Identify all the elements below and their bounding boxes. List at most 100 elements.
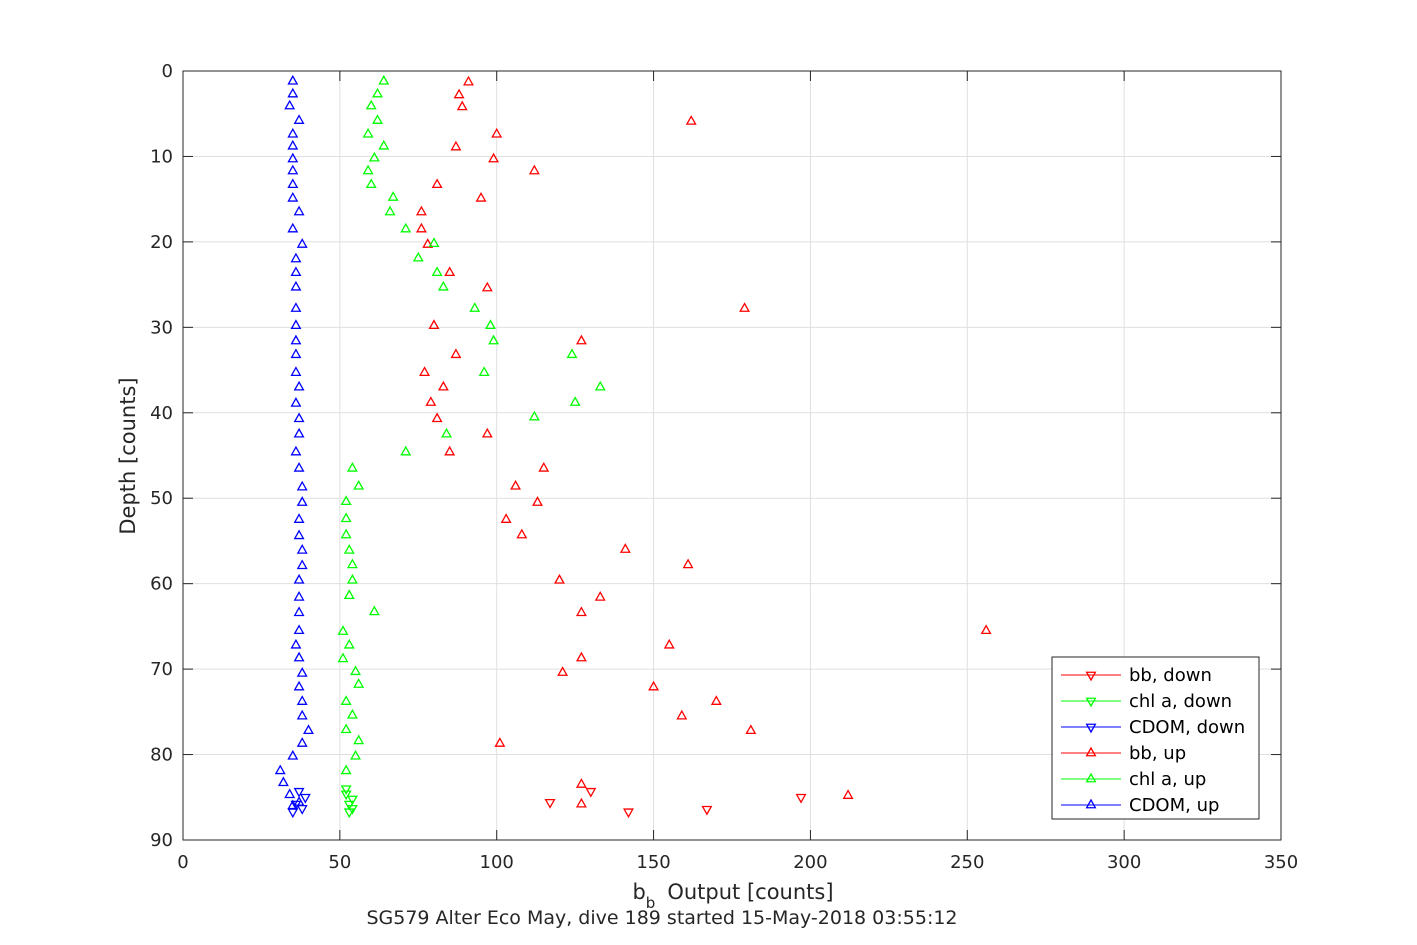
data-point bbox=[685, 115, 697, 125]
data-point bbox=[290, 638, 302, 649]
data-point bbox=[494, 737, 506, 747]
y-tick-label: 20 bbox=[150, 232, 173, 253]
data-point bbox=[362, 127, 374, 138]
legend-box bbox=[1051, 656, 1260, 820]
data-point bbox=[346, 795, 358, 806]
data-point bbox=[296, 709, 308, 720]
data-point bbox=[663, 638, 675, 649]
x-tick-label: 300 bbox=[1107, 852, 1141, 873]
data-point bbox=[287, 74, 299, 85]
data-point bbox=[365, 99, 377, 110]
data-point bbox=[340, 764, 352, 775]
legend-label: CDOM, down bbox=[1129, 717, 1245, 738]
y-tick-label: 70 bbox=[150, 659, 173, 680]
data-point bbox=[293, 591, 305, 601]
data-point bbox=[378, 139, 390, 150]
data-point bbox=[425, 396, 437, 406]
x-axis-label-subscript: b bbox=[646, 894, 656, 912]
data-point bbox=[437, 380, 449, 391]
data-point bbox=[290, 348, 302, 359]
data-point bbox=[532, 496, 543, 506]
series-3 bbox=[415, 75, 992, 808]
data-point bbox=[575, 334, 587, 345]
y-tick-label: 50 bbox=[150, 488, 173, 509]
data-point bbox=[293, 461, 305, 472]
data-point bbox=[343, 589, 355, 600]
data-point bbox=[293, 412, 305, 423]
data-point bbox=[293, 205, 305, 216]
data-point bbox=[441, 427, 452, 438]
data-point bbox=[500, 513, 512, 523]
data-point bbox=[293, 573, 305, 584]
x-tick-label: 50 bbox=[328, 852, 351, 873]
data-point bbox=[484, 319, 496, 330]
data-point bbox=[343, 544, 355, 554]
series-1 bbox=[340, 785, 358, 819]
data-point bbox=[400, 445, 412, 456]
data-point bbox=[340, 528, 352, 539]
data-point bbox=[353, 479, 365, 490]
legend-marker bbox=[1085, 723, 1097, 734]
data-point bbox=[296, 496, 308, 506]
data-point bbox=[575, 606, 587, 617]
x-axis-label-text: Output [counts] bbox=[667, 880, 833, 904]
data-point bbox=[575, 651, 587, 662]
data-point bbox=[346, 461, 358, 472]
data-point bbox=[456, 100, 468, 111]
y-tick-label: 40 bbox=[150, 403, 173, 424]
data-point bbox=[343, 638, 355, 649]
data-point bbox=[444, 445, 456, 456]
data-point bbox=[293, 513, 305, 523]
data-point bbox=[450, 140, 462, 151]
data-point bbox=[296, 695, 308, 705]
y-tick-label: 0 bbox=[162, 61, 173, 82]
data-point bbox=[842, 789, 854, 799]
x-tick-label: 100 bbox=[480, 852, 514, 873]
data-point bbox=[287, 127, 299, 138]
data-point bbox=[293, 529, 305, 540]
data-point bbox=[296, 480, 308, 491]
legend-label: chl a, down bbox=[1129, 691, 1232, 712]
data-point bbox=[528, 410, 540, 421]
data-point bbox=[350, 749, 362, 760]
y-tick-label: 30 bbox=[150, 317, 173, 338]
data-point bbox=[290, 397, 302, 407]
data-point bbox=[623, 808, 634, 819]
data-point bbox=[296, 238, 308, 248]
data-point bbox=[287, 222, 299, 233]
data-point bbox=[362, 164, 374, 175]
legend-marker bbox=[1085, 697, 1097, 708]
data-point bbox=[293, 796, 305, 806]
legend-label: bb, down bbox=[1129, 665, 1212, 686]
data-point bbox=[419, 366, 431, 377]
data-point bbox=[274, 764, 286, 775]
data-point bbox=[287, 178, 299, 189]
legend-marker bbox=[1085, 671, 1097, 682]
data-point bbox=[290, 266, 302, 277]
data-point bbox=[463, 75, 474, 86]
data-point bbox=[557, 666, 569, 676]
data-point bbox=[293, 624, 305, 635]
data-point bbox=[428, 319, 440, 330]
y-tick-label: 80 bbox=[150, 745, 173, 766]
x-axis-label: bb Output [counts] bbox=[632, 880, 833, 912]
y-tick-label: 10 bbox=[150, 146, 173, 167]
data-point bbox=[739, 302, 751, 312]
data-point bbox=[594, 380, 606, 391]
x-tick-label: 200 bbox=[793, 852, 827, 873]
data-point bbox=[290, 366, 302, 377]
data-point bbox=[346, 558, 358, 569]
data-point bbox=[516, 528, 528, 539]
y-axis-label: Depth [counts] bbox=[116, 377, 140, 534]
data-point bbox=[481, 427, 493, 438]
data-point bbox=[575, 778, 587, 788]
data-point bbox=[296, 544, 308, 554]
data-point bbox=[293, 114, 305, 124]
x-tick-label: 250 bbox=[950, 852, 984, 873]
series-5 bbox=[274, 74, 314, 810]
data-point bbox=[510, 479, 521, 490]
data-point bbox=[412, 251, 424, 262]
legend-marker bbox=[1085, 746, 1097, 757]
data-point bbox=[569, 396, 581, 406]
data-point bbox=[293, 787, 305, 798]
